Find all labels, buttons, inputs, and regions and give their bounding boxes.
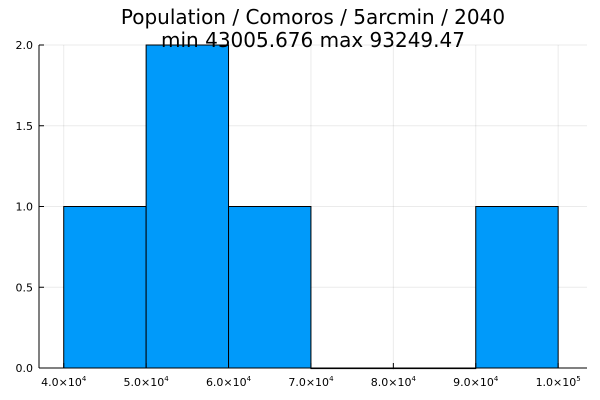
x-tick-label-0: 4.0×104 <box>41 375 87 389</box>
x-tick-label-3: 7.0×104 <box>288 375 334 389</box>
histogram-bar-0 <box>63 206 147 369</box>
histogram-bar-5 <box>475 206 559 369</box>
y-tick-label-2: 1.0 <box>16 201 34 214</box>
x-tick-label-4: 8.0×104 <box>371 375 417 389</box>
y-tick-label-1: 0.5 <box>16 281 34 294</box>
histogram-bar-1 <box>145 44 230 369</box>
x-tick-label-5: 9.0×104 <box>453 375 499 389</box>
y-tick-label-0: 0.0 <box>16 362 34 375</box>
x-tick-label-6: 1.0×105 <box>536 375 581 389</box>
x-tick-label-1: 5.0×104 <box>124 375 170 389</box>
histogram-bars <box>63 44 559 370</box>
x-tick-labels: 4.0×104 5.0×104 6.0×104 7.0×104 8.0×104 9.0×1… <box>41 375 581 389</box>
y-tick-label-3: 1.5 <box>16 120 34 133</box>
y-tick-label-4: 2.0 <box>16 39 34 52</box>
chart-title: Population / Comoros / 5arcmin / 2040 <box>121 5 505 29</box>
chart-subtitle: min 43005.676 max 93249.47 <box>161 28 465 52</box>
axes <box>38 44 587 369</box>
x-tick-label-2: 6.0×104 <box>206 375 252 389</box>
histogram-bar-2 <box>228 206 312 369</box>
y-tick-labels: 0.0 0.5 1.0 1.5 2.0 <box>16 39 34 375</box>
